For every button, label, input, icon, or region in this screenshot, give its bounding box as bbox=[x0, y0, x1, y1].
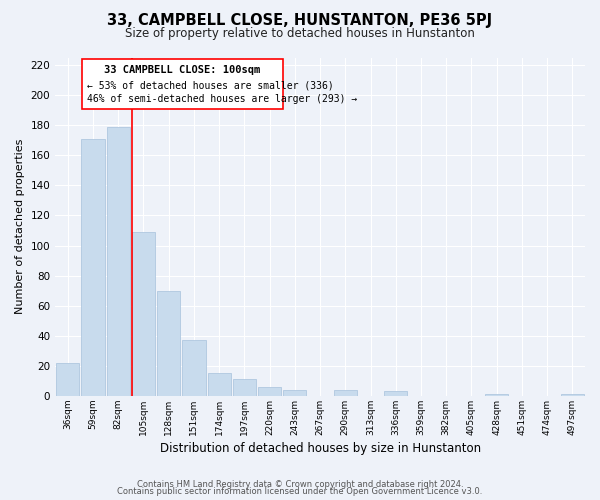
Text: Contains public sector information licensed under the Open Government Licence v3: Contains public sector information licen… bbox=[118, 487, 482, 496]
Y-axis label: Number of detached properties: Number of detached properties bbox=[15, 139, 25, 314]
Bar bbox=[132, 232, 155, 396]
Bar bbox=[157, 290, 181, 396]
Bar bbox=[485, 394, 508, 396]
Bar bbox=[182, 340, 206, 396]
Bar bbox=[334, 390, 357, 396]
Bar bbox=[82, 138, 104, 396]
Bar bbox=[107, 126, 130, 396]
Text: Contains HM Land Registry data © Crown copyright and database right 2024.: Contains HM Land Registry data © Crown c… bbox=[137, 480, 463, 489]
Text: 33 CAMPBELL CLOSE: 100sqm: 33 CAMPBELL CLOSE: 100sqm bbox=[104, 65, 261, 75]
Bar bbox=[258, 387, 281, 396]
Text: ← 53% of detached houses are smaller (336): ← 53% of detached houses are smaller (33… bbox=[87, 80, 334, 90]
FancyBboxPatch shape bbox=[82, 59, 283, 108]
Bar bbox=[56, 363, 79, 396]
Bar bbox=[384, 392, 407, 396]
Text: 46% of semi-detached houses are larger (293) →: 46% of semi-detached houses are larger (… bbox=[87, 94, 357, 104]
X-axis label: Distribution of detached houses by size in Hunstanton: Distribution of detached houses by size … bbox=[160, 442, 481, 455]
Bar bbox=[208, 374, 231, 396]
Bar bbox=[283, 390, 307, 396]
Bar bbox=[561, 394, 584, 396]
Bar bbox=[233, 380, 256, 396]
Text: 33, CAMPBELL CLOSE, HUNSTANTON, PE36 5PJ: 33, CAMPBELL CLOSE, HUNSTANTON, PE36 5PJ bbox=[107, 12, 493, 28]
Text: Size of property relative to detached houses in Hunstanton: Size of property relative to detached ho… bbox=[125, 28, 475, 40]
